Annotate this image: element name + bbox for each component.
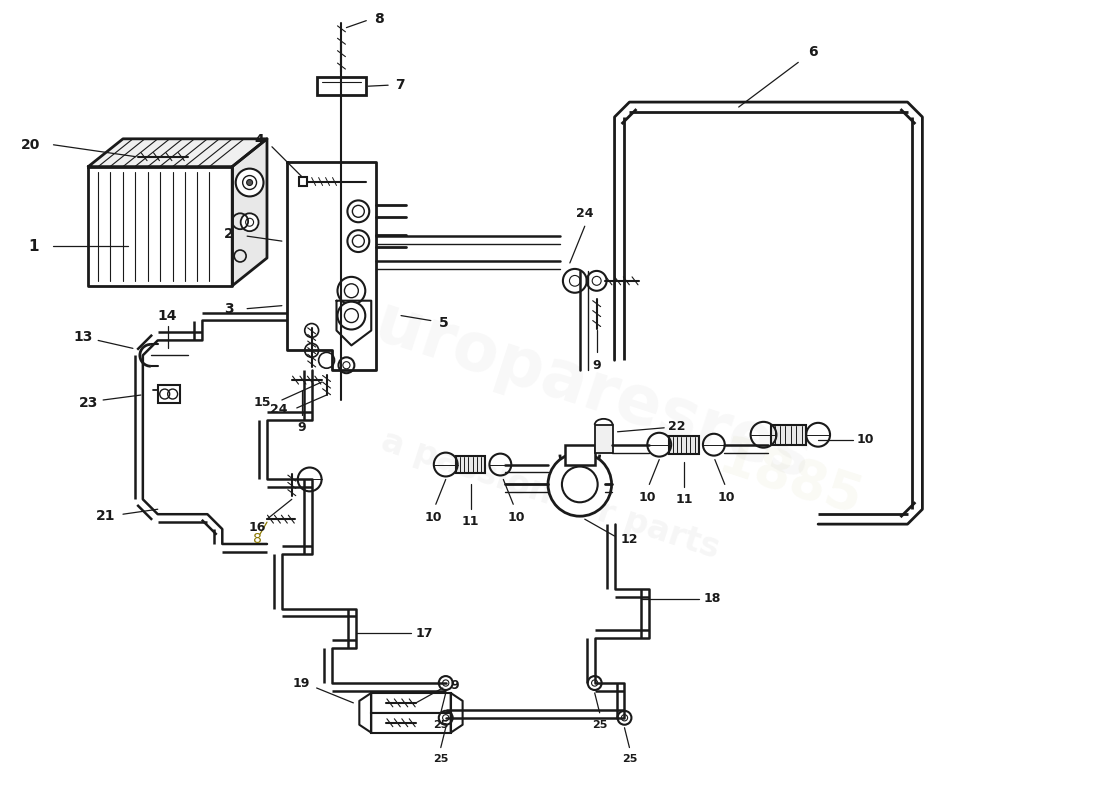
Text: 1: 1 xyxy=(29,238,38,254)
Text: 3: 3 xyxy=(224,302,234,316)
Circle shape xyxy=(338,277,365,305)
Text: 8: 8 xyxy=(374,12,384,26)
Bar xyxy=(771,425,806,445)
Circle shape xyxy=(235,169,264,197)
Polygon shape xyxy=(232,139,267,286)
Circle shape xyxy=(241,214,258,231)
Circle shape xyxy=(246,179,253,186)
Text: 24: 24 xyxy=(576,207,594,220)
Bar xyxy=(669,436,698,454)
Polygon shape xyxy=(88,139,267,166)
Text: 10: 10 xyxy=(507,510,525,524)
Text: 11: 11 xyxy=(462,514,480,528)
Polygon shape xyxy=(360,693,372,733)
Text: a passion for parts: a passion for parts xyxy=(376,425,724,566)
Text: 4: 4 xyxy=(254,133,264,147)
Text: 25: 25 xyxy=(433,720,449,730)
Text: 23: 23 xyxy=(78,396,98,410)
Text: 25: 25 xyxy=(592,720,607,730)
Bar xyxy=(455,456,485,474)
Text: 22: 22 xyxy=(669,420,686,434)
Text: 10: 10 xyxy=(857,434,874,446)
Text: 9: 9 xyxy=(593,358,601,372)
Bar xyxy=(372,693,451,713)
Text: 10: 10 xyxy=(639,491,656,504)
Text: 8: 8 xyxy=(253,532,262,546)
Bar xyxy=(157,385,179,403)
Text: 18: 18 xyxy=(703,592,720,605)
Circle shape xyxy=(338,302,365,330)
Text: 16: 16 xyxy=(249,521,266,534)
Text: 13: 13 xyxy=(74,330,94,345)
Bar xyxy=(299,177,307,186)
Text: 7: 7 xyxy=(395,78,405,92)
Bar xyxy=(372,713,451,733)
Circle shape xyxy=(348,230,370,252)
Text: 15: 15 xyxy=(253,397,271,410)
Text: europaresres: europaresres xyxy=(324,275,820,493)
Polygon shape xyxy=(287,162,376,370)
Text: 10: 10 xyxy=(425,510,441,524)
Text: 10: 10 xyxy=(718,491,736,504)
Text: 25: 25 xyxy=(621,754,637,765)
Polygon shape xyxy=(337,301,372,346)
Text: 9: 9 xyxy=(297,422,306,434)
Text: 21: 21 xyxy=(97,509,116,523)
Circle shape xyxy=(348,200,370,222)
Text: 19: 19 xyxy=(293,677,310,690)
Text: 9: 9 xyxy=(450,678,459,691)
Text: 5: 5 xyxy=(439,315,449,330)
Text: 11: 11 xyxy=(675,493,693,506)
Text: 24: 24 xyxy=(271,403,287,417)
Circle shape xyxy=(548,453,612,516)
Text: 17: 17 xyxy=(415,627,432,640)
Text: 14: 14 xyxy=(158,309,177,322)
Text: 6: 6 xyxy=(808,46,818,59)
Text: 1885: 1885 xyxy=(713,432,868,527)
Bar xyxy=(595,425,613,453)
Bar xyxy=(565,445,595,465)
Polygon shape xyxy=(88,166,232,286)
Text: 2: 2 xyxy=(224,227,234,241)
Text: 20: 20 xyxy=(21,138,41,152)
Bar xyxy=(317,78,366,95)
Text: 12: 12 xyxy=(620,533,638,546)
Polygon shape xyxy=(451,693,463,733)
Text: 25: 25 xyxy=(433,754,449,765)
